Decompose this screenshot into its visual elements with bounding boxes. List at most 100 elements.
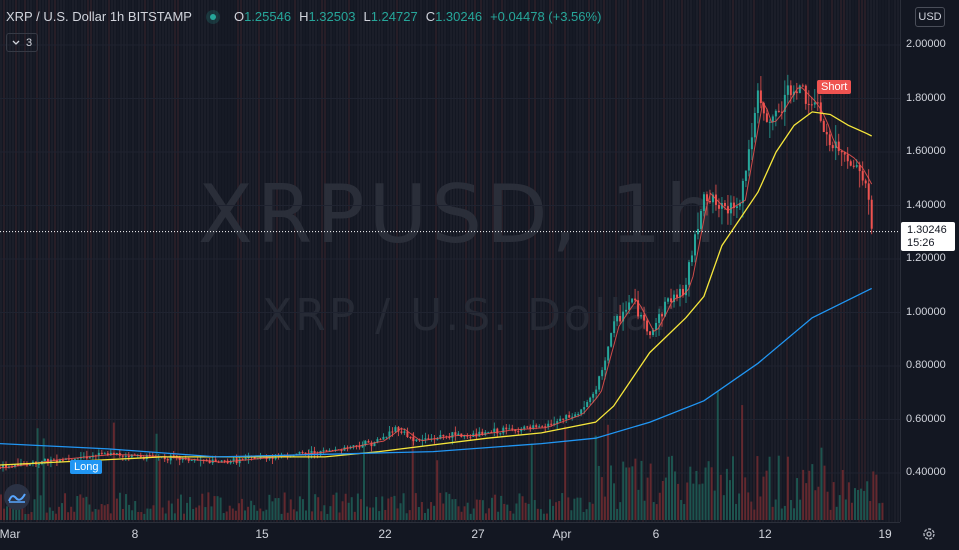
volume-bar: [564, 426, 567, 520]
background-stripe: [612, 0, 614, 522]
candle-body: [436, 438, 439, 440]
volume-bar: [454, 499, 457, 520]
background-stripe: [201, 0, 203, 522]
volume-bar: [332, 494, 335, 520]
volume-bar: [301, 499, 304, 520]
volume-bar: [445, 492, 448, 520]
background-stripe: [726, 0, 728, 522]
background-stripe: [765, 0, 767, 522]
background-stripe: [627, 0, 629, 522]
background-stripe: [69, 0, 71, 522]
market-status-icon: [205, 9, 220, 24]
candle-body: [858, 165, 861, 172]
background-stripe: [507, 0, 509, 522]
background-stripe: [366, 0, 368, 522]
indicators-toggle-button[interactable]: 3: [6, 33, 38, 52]
background-stripe: [486, 0, 488, 522]
volume-bar: [576, 497, 579, 520]
background-stripe: [474, 0, 476, 522]
volume-bar: [768, 456, 771, 520]
background-stripe: [720, 0, 722, 522]
volume-bar: [631, 466, 634, 520]
background-stripe: [663, 0, 665, 522]
volume-bar: [366, 506, 368, 520]
volume-bar: [826, 491, 829, 520]
background-stripe: [552, 0, 554, 522]
volume-bar: [573, 498, 576, 520]
background-stripe: [204, 0, 206, 522]
background-stripe: [849, 0, 851, 522]
background-stripe: [198, 0, 200, 522]
candle-body: [762, 103, 765, 114]
background-stripe: [72, 0, 74, 522]
background-stripe: [432, 0, 434, 522]
background-stripe: [159, 0, 161, 522]
symbol-title[interactable]: XRP / U.S. Dollar 1h BITSTAMP: [6, 9, 192, 24]
candle-body: [565, 415, 568, 420]
currency-button[interactable]: USD: [915, 7, 945, 27]
volume-bar: [585, 509, 588, 520]
volume-bar: [137, 511, 140, 520]
volume-bar: [475, 499, 478, 520]
candle-body: [586, 402, 589, 408]
volume-bar: [512, 513, 515, 520]
candle-body: [328, 450, 331, 452]
candle-body: [616, 315, 619, 322]
candle-body: [535, 425, 538, 427]
candle-body: [759, 90, 762, 104]
time-tick-label: 15: [255, 527, 269, 541]
volume-bar: [518, 493, 521, 520]
background-stripe: [90, 0, 92, 522]
background-stripe: [12, 0, 14, 522]
volume-bar: [808, 470, 811, 520]
volume-bar: [244, 510, 246, 520]
candle-body: [469, 436, 472, 438]
volume-bar: [765, 470, 768, 520]
background-stripe: [858, 0, 860, 522]
price-chart[interactable]: [0, 0, 900, 522]
ma-blue-line: [0, 287, 872, 458]
background-stripe: [426, 0, 428, 522]
background-stripe: [15, 0, 17, 522]
candle-body: [840, 151, 843, 153]
candle-body: [774, 110, 777, 117]
volume-bar: [527, 503, 530, 520]
background-stripe: [555, 0, 557, 522]
volume-bar: [484, 513, 487, 520]
volume-bar: [186, 502, 189, 520]
volume-bar: [286, 512, 289, 520]
tradingview-logo-icon[interactable]: [4, 484, 30, 510]
volume-bar: [515, 503, 518, 520]
volume-bar: [143, 513, 146, 520]
settings-gear-icon[interactable]: [918, 523, 940, 545]
background-stripe: [135, 0, 137, 522]
volume-bar: [622, 461, 625, 520]
candle-body: [667, 298, 670, 302]
volume-bar: [216, 496, 219, 520]
candle-body: [370, 442, 373, 447]
watermark-ticker: XRPUSD, 1h: [198, 168, 721, 261]
volume-bar: [692, 483, 695, 520]
price-axis[interactable]: [900, 0, 959, 522]
volume-bar: [491, 497, 494, 520]
time-axis[interactable]: [0, 522, 900, 550]
background-stripe: [18, 0, 20, 522]
background-stripe: [573, 0, 575, 522]
chart-area[interactable]: XRPUSD, 1h XRP / U.S. Dollar: [0, 0, 900, 522]
candle-body: [0, 467, 1, 469]
volume-bar: [61, 503, 63, 520]
volume-bar: [201, 493, 204, 520]
candle-body: [732, 202, 735, 209]
candle-body: [388, 431, 391, 437]
volume-bar: [509, 510, 512, 520]
candle-body: [655, 322, 658, 330]
candle-body: [661, 314, 664, 317]
volume-bar: [210, 506, 213, 520]
volume-bar: [616, 508, 619, 520]
background-stripe: [630, 0, 632, 522]
background-stripe: [888, 0, 890, 522]
background-stripe: [579, 0, 581, 522]
exchange-label: BITSTAMP: [127, 9, 192, 24]
background-stripe: [168, 0, 170, 522]
volume-bar: [634, 458, 637, 520]
